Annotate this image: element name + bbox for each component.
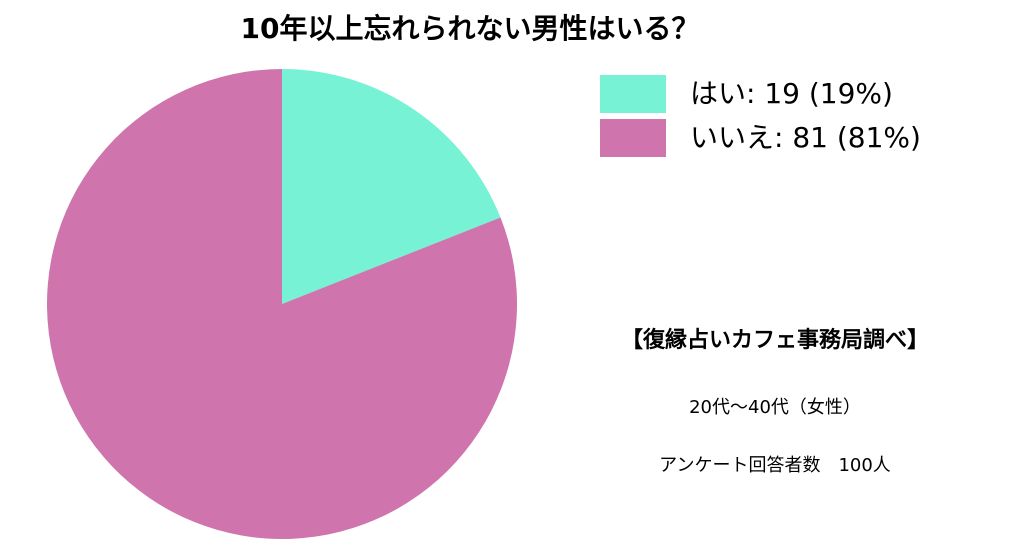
note: 20代〜40代（女性） <box>689 397 861 418</box>
note: アンケート回答者数 100人 <box>659 455 891 476</box>
pie-slice <box>46 69 518 539</box>
legend-swatch <box>600 119 666 157</box>
legend-label: いいえ: 81 (81%) <box>690 121 921 154</box>
chart-title: 10年以上忘れられない男性はいる？ <box>241 12 700 45</box>
note: 【復縁占いカフェ事務局調べ】 <box>621 327 929 353</box>
pie-slice <box>282 69 501 304</box>
legend-swatch <box>600 75 666 113</box>
legend-label: はい: 19 (19%) <box>690 77 893 110</box>
